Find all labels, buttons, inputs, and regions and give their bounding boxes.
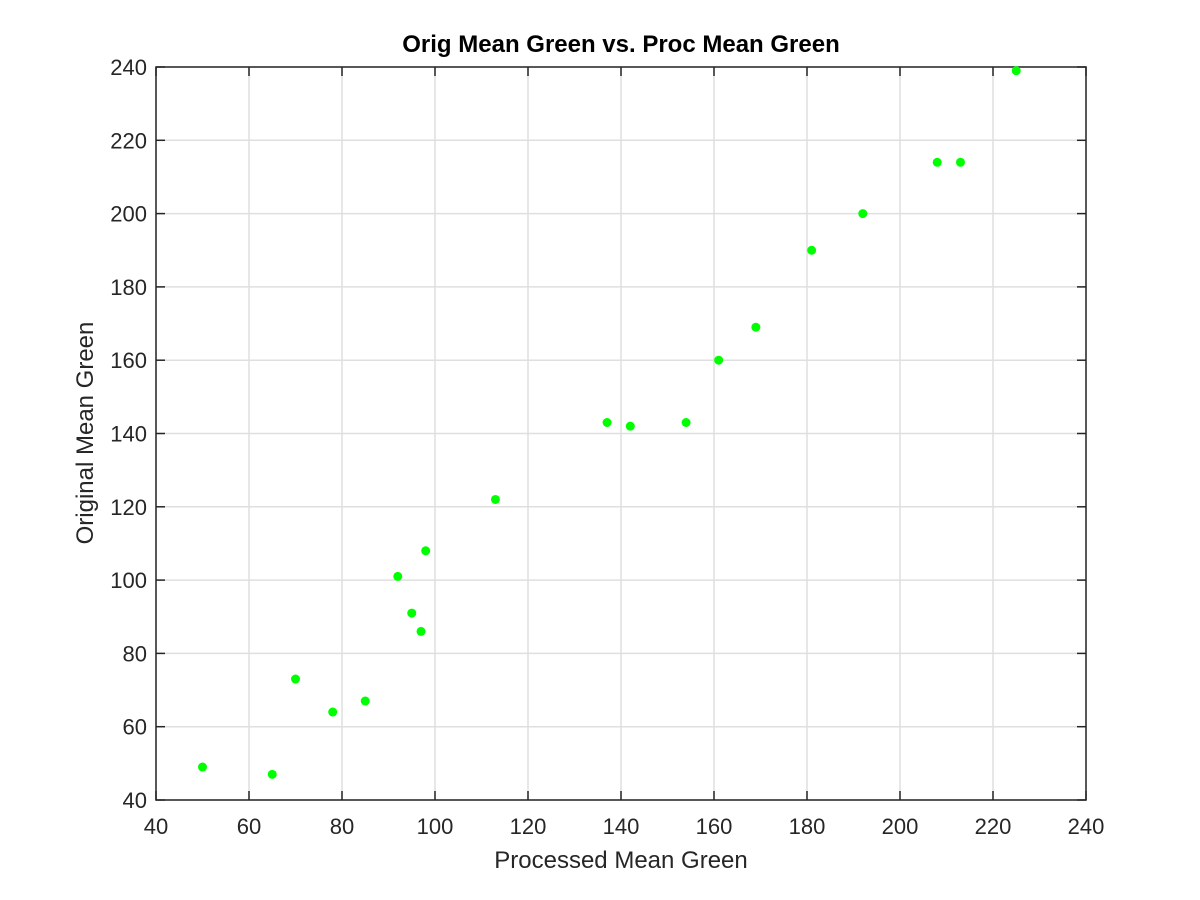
x-tick-label: 80 — [330, 814, 354, 839]
data-point — [751, 322, 761, 332]
axis-ticks: 40 60 80 100 120 140 160 180 200 220 240 40 60 80 100 1… — [110, 55, 1104, 839]
x-tick-label: 180 — [789, 814, 826, 839]
data-point — [360, 696, 370, 706]
data-point — [625, 421, 635, 431]
data-point — [807, 245, 817, 255]
data-point — [421, 546, 431, 556]
x-tick-label: 200 — [882, 814, 919, 839]
data-point — [681, 418, 691, 428]
data-point — [267, 769, 277, 779]
x-tick-label: 60 — [237, 814, 261, 839]
grid-lines — [155, 66, 1087, 801]
y-tick-label: 220 — [110, 128, 147, 153]
data-point — [291, 674, 300, 684]
data-point — [932, 157, 942, 167]
data-point — [714, 355, 724, 365]
y-axis-title: Original Mean Green — [72, 322, 99, 545]
data-point — [328, 707, 338, 717]
y-tick-label: 140 — [110, 422, 147, 447]
x-tick-label: 40 — [144, 814, 168, 839]
x-tick-label: 240 — [1068, 814, 1105, 839]
x-tick-label: 220 — [975, 814, 1012, 839]
data-point — [407, 608, 417, 618]
y-tick-label: 100 — [110, 568, 147, 593]
x-axis-title: Processed Mean Green — [494, 847, 747, 874]
y-tick-label: 60 — [123, 715, 147, 740]
data-point — [416, 626, 426, 636]
y-tick-label: 40 — [123, 788, 147, 813]
x-tick-label: 140 — [603, 814, 640, 839]
x-tick-label: 160 — [696, 814, 733, 839]
y-tick-label: 240 — [110, 55, 147, 80]
data-point — [602, 418, 612, 428]
y-tick-label: 80 — [123, 641, 147, 666]
data-point — [1011, 66, 1021, 76]
chart-title: Orig Mean Green vs. Proc Mean Green — [402, 31, 839, 58]
data-points — [198, 66, 1021, 779]
data-point — [858, 209, 868, 219]
data-point — [490, 494, 500, 504]
data-point — [393, 571, 403, 581]
data-point — [955, 157, 965, 167]
y-tick-label: 200 — [110, 202, 147, 227]
y-tick-label: 120 — [110, 495, 147, 520]
data-point — [198, 762, 207, 772]
y-tick-label: 160 — [110, 348, 147, 373]
y-tick-label: 180 — [110, 275, 147, 300]
x-tick-label: 120 — [510, 814, 547, 839]
x-tick-label: 100 — [417, 814, 454, 839]
